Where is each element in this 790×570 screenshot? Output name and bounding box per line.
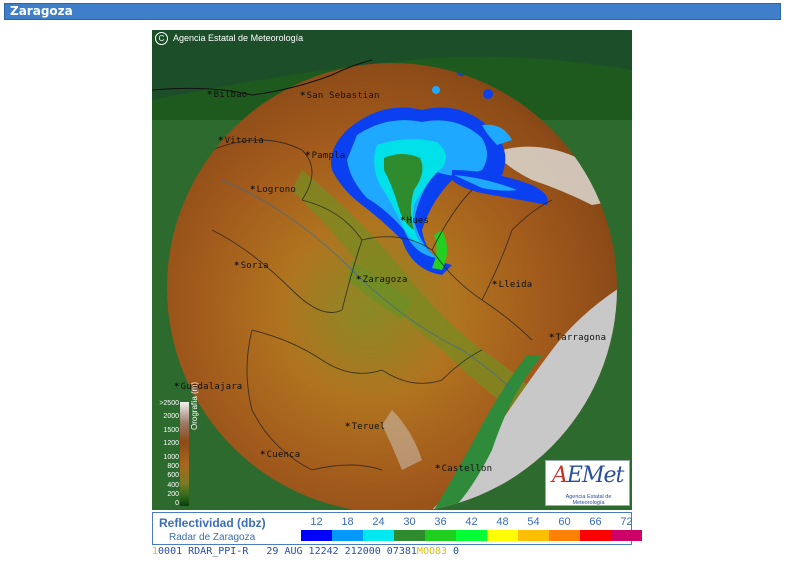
copyright-notice: C Agencia Estatal de Meteorología	[155, 32, 303, 45]
city-label: San Sebastian	[300, 91, 380, 101]
elevation-tick: 200	[167, 491, 179, 498]
legend-bin-value: 12	[310, 516, 323, 528]
elevation-tick: 600	[167, 472, 179, 479]
city-label: Bilbao	[207, 90, 248, 100]
city-label: Lleida	[492, 280, 533, 290]
city-label: Pampla	[305, 151, 346, 161]
legend-bin-swatch	[363, 530, 394, 541]
legend-bin-value: 36	[434, 516, 447, 528]
city-label: Guadalajara	[174, 382, 243, 392]
page-title-bar: Zaragoza	[4, 3, 781, 20]
terrain-svg	[152, 30, 632, 510]
legend-bin-value: 30	[403, 516, 416, 528]
legend-bin-swatch	[425, 530, 456, 541]
city-label: Tarragona	[549, 333, 606, 343]
city-label: Vitoria	[218, 136, 264, 146]
legend-title: Reflectividad (dbz)	[159, 516, 266, 530]
legend-bin: 48	[487, 516, 518, 541]
legend-bin-swatch	[518, 530, 549, 541]
elevation-tick: 1500	[163, 427, 179, 434]
legend-bin-swatch	[332, 530, 363, 541]
city-label: Cuenca	[260, 450, 301, 460]
city-label: Logrono	[250, 185, 296, 195]
legend-bin-value: 60	[558, 516, 571, 528]
legend-bin-value: 66	[589, 516, 602, 528]
city-label: Soria	[234, 261, 269, 271]
legend-bin-value: 54	[527, 516, 540, 528]
city-label: Hues	[400, 216, 429, 226]
logo-mark: AEMet	[552, 463, 624, 488]
legend-bin-value: 48	[496, 516, 509, 528]
elevation-tick: 0	[175, 500, 179, 507]
legend-bin-swatch	[487, 530, 518, 541]
status-line: 10001 RDAR_PPI-R 29 AUG 12242 212000 073…	[152, 546, 632, 558]
city-label: Castellon	[435, 464, 492, 474]
legend-bin: 72	[611, 516, 642, 541]
legend-bin-value: 72	[620, 516, 633, 528]
elevation-title: Orografía (m)	[190, 381, 199, 430]
page-title: Zaragoza	[10, 4, 73, 18]
elevation-scale: >2500 2000 1500 1200 1000 800 600 400 200 0 Orogr…	[154, 382, 199, 508]
legend-bin: 66	[580, 516, 611, 541]
elevation-tick: 1000	[163, 454, 179, 461]
city-label: Zaragoza	[356, 275, 408, 285]
elevation-tick: 1200	[163, 440, 179, 447]
legend-bin-value: 18	[341, 516, 354, 528]
legend-bin-swatch	[456, 530, 487, 541]
legend-bin: 60	[549, 516, 580, 541]
legend-bin-swatch	[301, 530, 332, 541]
radar-map: C Agencia Estatal de Meteorología Bilbao…	[152, 30, 632, 510]
legend-bin: 18	[332, 516, 363, 541]
elevation-tick: 800	[167, 463, 179, 470]
legend-bin: 54	[518, 516, 549, 541]
legend-bin: 12	[301, 516, 332, 541]
elevation-tick: 400	[167, 482, 179, 489]
status-overlay: MOO83	[416, 546, 448, 557]
reflectivity-legend: Reflectividad (dbz) Radar de Zaragoza 12…	[152, 512, 642, 545]
copyright-icon: C	[155, 32, 168, 45]
legend-bin-swatch	[580, 530, 611, 541]
city-label: Teruel	[345, 422, 386, 432]
elevation-tick: 2000	[163, 413, 179, 420]
legend-subtitle: Radar de Zaragoza	[169, 532, 256, 543]
legend-bin-swatch	[394, 530, 425, 541]
legend-bin-value: 42	[465, 516, 478, 528]
legend-bin: 30	[394, 516, 425, 541]
legend-bin-value: 24	[372, 516, 385, 528]
legend-bin: 24	[363, 516, 394, 541]
legend-bin-swatch	[549, 530, 580, 541]
elevation-color-bar	[180, 402, 189, 506]
status-first-char: 1	[152, 546, 159, 557]
reflectivity-echoes	[331, 64, 548, 275]
legend-bin: 42	[456, 516, 487, 541]
elevation-tick: >2500	[159, 400, 179, 407]
legend-bin-swatch	[611, 530, 642, 541]
status-tail: 0	[447, 546, 460, 557]
logo-subtitle: Agencia Estatal de Meteorología	[565, 494, 612, 506]
status-text: 0001 RDAR_PPI-R 29 AUG 12242 212000 0738…	[158, 546, 417, 557]
aemet-logo: AEMet Agencia Estatal de Meteorología	[545, 460, 630, 506]
copyright-text: Agencia Estatal de Meteorología	[173, 32, 304, 43]
legend-bin: 36	[425, 516, 456, 541]
